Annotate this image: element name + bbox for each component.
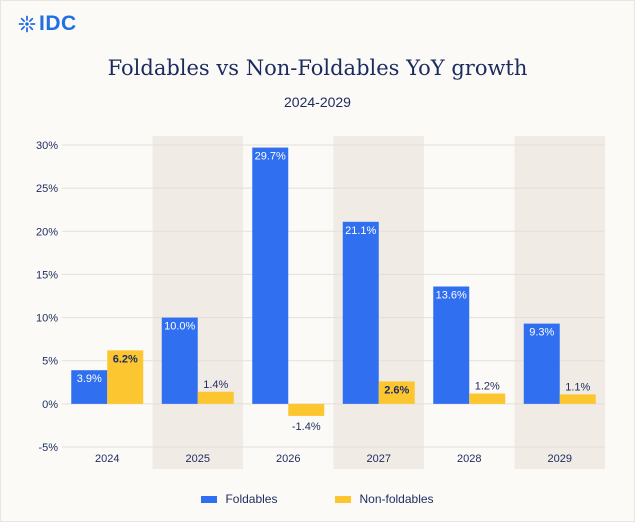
x-tick-label: 2029 bbox=[548, 453, 572, 465]
legend-swatch-non-foldables bbox=[335, 495, 352, 503]
data-label: 29.7% bbox=[255, 151, 286, 163]
data-label: 1.4% bbox=[203, 379, 228, 391]
x-tick-label: 2026 bbox=[276, 453, 300, 465]
y-tick-label: 25% bbox=[36, 183, 58, 195]
idc-logo-icon bbox=[18, 15, 36, 33]
y-tick-label: 10% bbox=[36, 313, 58, 325]
data-label: 21.1% bbox=[345, 225, 376, 237]
x-tick-label: 2025 bbox=[186, 453, 210, 465]
data-label: 1.1% bbox=[565, 381, 590, 393]
y-tick-label: -5% bbox=[38, 442, 58, 454]
chart-title: Foldables vs Non-Foldables YoY growth bbox=[107, 56, 528, 80]
data-label: -1.4% bbox=[292, 421, 321, 433]
bar-foldables bbox=[523, 323, 560, 404]
y-tick-label: 0% bbox=[42, 399, 58, 411]
legend-label-foldables: Foldables bbox=[225, 492, 278, 506]
x-tick-label: 2027 bbox=[367, 453, 391, 465]
legend-item-foldables: Foldables bbox=[201, 492, 277, 506]
y-tick-label: 30% bbox=[36, 140, 58, 152]
x-tick-label: 2028 bbox=[457, 453, 481, 465]
legend-item-non-foldables: Non-foldables bbox=[335, 492, 434, 506]
x-tick-label: 2024 bbox=[95, 453, 119, 465]
data-label: 10.0% bbox=[164, 321, 195, 333]
background-band bbox=[152, 136, 243, 469]
chart-subtitle: 2024-2029 bbox=[284, 94, 351, 110]
logo-text: IDC bbox=[39, 12, 77, 35]
bar-non-foldables bbox=[378, 381, 415, 404]
bar-non-foldables bbox=[559, 394, 596, 404]
legend: Foldables Non-foldables bbox=[0, 492, 635, 506]
bar-foldables bbox=[342, 221, 379, 404]
bar-non-foldables bbox=[197, 391, 234, 404]
bar-foldables bbox=[252, 147, 289, 404]
data-label: 6.2% bbox=[113, 353, 138, 365]
legend-swatch-foldables bbox=[201, 495, 218, 503]
data-label: 3.9% bbox=[77, 373, 102, 385]
bar-non-foldables bbox=[288, 403, 325, 416]
y-tick-label: 15% bbox=[36, 269, 58, 281]
idc-logo: IDC bbox=[18, 12, 77, 36]
bar-non-foldables bbox=[107, 350, 144, 404]
y-tick-label: 5% bbox=[42, 356, 58, 368]
legend-label-non-foldables: Non-foldables bbox=[359, 492, 434, 506]
bar-foldables bbox=[161, 317, 198, 404]
bar-foldables bbox=[433, 286, 470, 404]
data-label: 1.2% bbox=[475, 381, 500, 393]
bar-non-foldables bbox=[469, 393, 506, 404]
data-label: 13.6% bbox=[436, 290, 467, 302]
background-band bbox=[514, 136, 605, 469]
data-label: 2.6% bbox=[384, 384, 409, 396]
data-label: 9.3% bbox=[529, 327, 554, 339]
y-tick-label: 20% bbox=[36, 226, 58, 238]
bar-foldables bbox=[71, 370, 108, 404]
